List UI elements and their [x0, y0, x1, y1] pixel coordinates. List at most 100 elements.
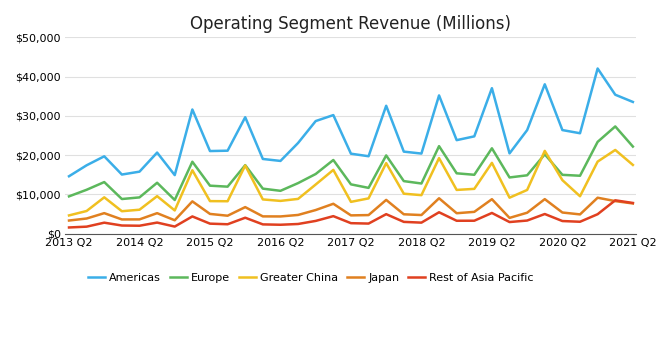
Greater China [312, 182, 320, 187]
Americas [435, 93, 443, 97]
Europe [312, 172, 320, 176]
Europe [188, 160, 196, 164]
Europe [224, 184, 232, 189]
Rest of Asia Pacific [65, 225, 73, 229]
Japan [276, 214, 284, 219]
Greater China [629, 163, 637, 167]
Europe [417, 182, 425, 186]
Europe [435, 144, 443, 148]
Rest of Asia Pacific [488, 211, 496, 215]
Rest of Asia Pacific [206, 222, 214, 226]
Rest of Asia Pacific [612, 198, 620, 203]
Rest of Asia Pacific [136, 224, 144, 228]
Rest of Asia Pacific [276, 223, 284, 227]
Japan [153, 211, 161, 215]
Japan [400, 212, 408, 217]
Rest of Asia Pacific [576, 219, 584, 224]
Line: Americas: Americas [69, 68, 633, 176]
Japan [558, 211, 566, 215]
Japan [488, 197, 496, 201]
Americas [224, 149, 232, 153]
Europe [523, 173, 531, 178]
Americas [100, 154, 108, 159]
Japan [364, 213, 372, 217]
Europe [382, 153, 390, 158]
Rest of Asia Pacific [329, 214, 337, 218]
Japan [241, 205, 249, 209]
Line: Greater China: Greater China [69, 150, 633, 216]
Rest of Asia Pacific [100, 221, 108, 225]
Japan [118, 217, 126, 222]
Americas [541, 82, 549, 86]
Rest of Asia Pacific [241, 216, 249, 220]
Europe [206, 184, 214, 188]
Rest of Asia Pacific [259, 222, 267, 227]
Europe [541, 152, 549, 156]
Americas [188, 107, 196, 112]
Greater China [188, 168, 196, 173]
Rest of Asia Pacific [629, 201, 637, 205]
Rest of Asia Pacific [83, 224, 91, 229]
Americas [470, 134, 478, 139]
Greater China [100, 195, 108, 199]
Rest of Asia Pacific [435, 210, 443, 214]
Greater China [65, 213, 73, 218]
Greater China [576, 194, 584, 198]
Greater China [435, 156, 443, 160]
Europe [241, 163, 249, 167]
Europe [171, 198, 179, 202]
Americas [400, 150, 408, 154]
Europe [400, 179, 408, 183]
Greater China [83, 209, 91, 213]
Japan [259, 214, 267, 218]
Rest of Asia Pacific [294, 222, 302, 226]
Japan [171, 218, 179, 222]
Europe [294, 181, 302, 185]
Greater China [400, 192, 408, 196]
Americas [558, 128, 566, 132]
Greater China [417, 193, 425, 197]
Europe [576, 174, 584, 178]
Japan [612, 199, 620, 203]
Greater China [259, 197, 267, 202]
Rest of Asia Pacific [118, 223, 126, 228]
Title: Operating Segment Revenue (Millions): Operating Segment Revenue (Millions) [190, 15, 511, 33]
Japan [453, 211, 461, 216]
Americas [83, 163, 91, 168]
Americas [294, 141, 302, 145]
Americas [364, 154, 372, 158]
Americas [171, 173, 179, 177]
Americas [593, 66, 601, 71]
Greater China [136, 208, 144, 212]
Greater China [364, 196, 372, 200]
Rest of Asia Pacific [312, 219, 320, 223]
Rest of Asia Pacific [224, 222, 232, 226]
Greater China [470, 187, 478, 191]
Greater China [558, 178, 566, 182]
Americas [612, 93, 620, 97]
Rest of Asia Pacific [400, 220, 408, 224]
Japan [224, 214, 232, 218]
Europe [453, 171, 461, 175]
Greater China [347, 200, 355, 204]
Japan [593, 195, 601, 200]
Line: Japan: Japan [69, 198, 633, 221]
Japan [435, 196, 443, 200]
Europe [276, 189, 284, 193]
Europe [505, 175, 513, 180]
Europe [136, 195, 144, 199]
Americas [488, 86, 496, 90]
Japan [329, 202, 337, 206]
Japan [382, 198, 390, 202]
Greater China [612, 148, 620, 152]
Greater China [224, 199, 232, 203]
Rest of Asia Pacific [505, 220, 513, 224]
Europe [364, 186, 372, 190]
Americas [259, 157, 267, 161]
Americas [276, 159, 284, 163]
Greater China [171, 208, 179, 213]
Japan [312, 208, 320, 212]
Greater China [118, 209, 126, 213]
Rest of Asia Pacific [541, 212, 549, 216]
Europe [347, 182, 355, 187]
